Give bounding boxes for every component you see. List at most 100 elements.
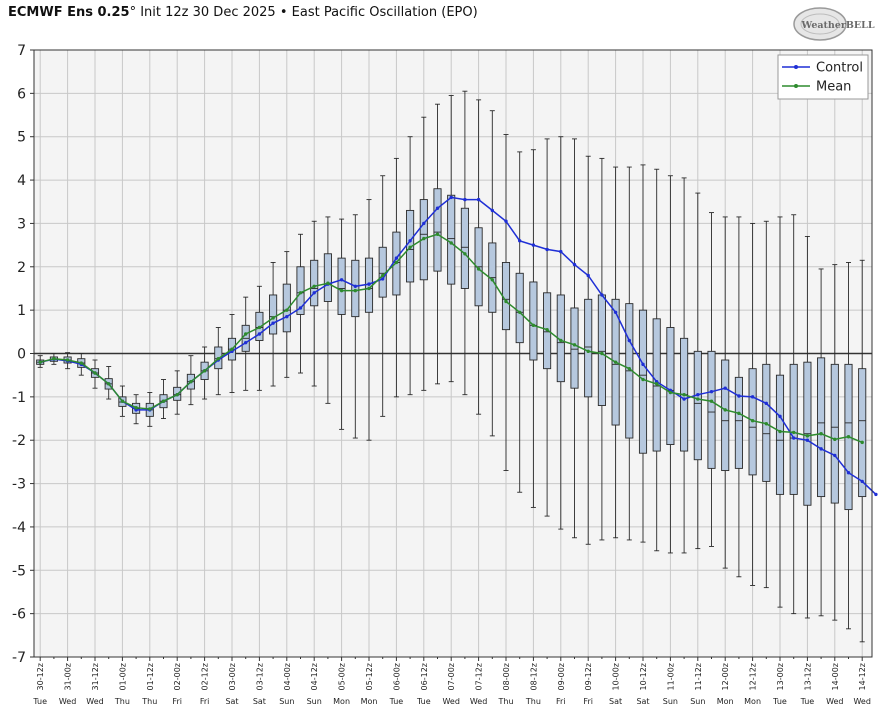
mean-point — [586, 349, 590, 354]
control-point — [394, 256, 399, 260]
ensemble-box — [734, 216, 743, 578]
title-degree: ° — [129, 5, 137, 20]
mean-point — [819, 432, 823, 436]
x-tick-label: 10-12z — [639, 663, 648, 690]
x-day-label: Wed — [86, 697, 103, 706]
ensemble-box — [474, 99, 483, 415]
box-iqr — [597, 294, 606, 406]
control-point — [600, 293, 604, 297]
box-iqr — [433, 188, 442, 272]
box-iqr — [515, 272, 524, 344]
box-iqr — [310, 259, 319, 307]
x-tick-label: 14-12z — [858, 663, 867, 690]
x-tick-label: 09-12z — [584, 663, 593, 690]
mean-point — [792, 430, 796, 435]
mean-point — [339, 288, 344, 293]
mean-point — [230, 347, 234, 351]
x-day-label: Sun — [307, 697, 322, 706]
box-iqr — [337, 257, 346, 315]
x-day-label: Sun — [690, 697, 705, 706]
x-tick-label: 01-00z — [118, 663, 127, 690]
ensemble-box — [789, 214, 798, 615]
x-tick-label: 09-00z — [557, 663, 566, 690]
control-point — [490, 208, 494, 213]
ensemble-box — [638, 164, 648, 543]
control-point — [285, 314, 289, 319]
mean-point — [833, 437, 837, 442]
y-tick-label: -6 — [12, 607, 26, 623]
box-iqr — [666, 327, 675, 446]
ensemble-box — [693, 192, 702, 550]
title-index: East Pacific Oscillation (EPO) — [291, 5, 478, 20]
mean-point — [627, 366, 631, 371]
logo-text: WeatherBELL — [800, 20, 874, 31]
y-tick-label: 0 — [17, 347, 26, 363]
control-point — [696, 392, 700, 397]
x-day-label: Thu — [114, 697, 130, 706]
mean-point — [463, 252, 467, 256]
ensemble-box — [858, 259, 867, 643]
ensemble-box — [515, 151, 524, 493]
y-tick-label: 2 — [17, 260, 26, 276]
ensemble-box — [830, 264, 839, 621]
y-tick-label: 4 — [17, 173, 26, 189]
x-day-label: Tue — [389, 697, 404, 706]
x-tick-label: 04-12z — [310, 663, 319, 690]
plot-frame — [33, 49, 873, 658]
x-tick-label: 12-12z — [749, 663, 758, 690]
x-day-label: Mon — [717, 697, 734, 706]
mean-point — [449, 241, 453, 245]
control-point — [476, 197, 481, 202]
control-point — [545, 247, 549, 252]
x-day-label: Tue — [772, 697, 787, 706]
ensemble-box — [447, 95, 456, 383]
control-point — [504, 219, 508, 223]
ensemble-box — [337, 218, 346, 430]
mean-point — [696, 397, 700, 401]
mean-point — [381, 273, 385, 278]
control-point — [805, 438, 810, 442]
legend-mean-label: Mean — [816, 80, 851, 95]
x-tick-label: 12-00z — [721, 663, 730, 690]
mean-point — [750, 419, 755, 423]
y-tick-label: 5 — [17, 130, 26, 146]
x-day-label: Tue — [416, 697, 431, 706]
box-iqr — [858, 368, 867, 498]
x-tick-label: 31-00z — [64, 663, 73, 690]
ensemble-box — [666, 175, 675, 554]
title-model: ECMWF Ens 0.25 — [8, 5, 130, 20]
box-iqr — [351, 259, 360, 318]
mean-point — [285, 308, 289, 312]
control-point — [381, 277, 385, 281]
control-point — [559, 249, 563, 254]
x-day-label: Thu — [141, 697, 157, 706]
x-day-label: Wed — [442, 697, 459, 706]
control-point — [339, 278, 344, 282]
mean-point — [79, 361, 84, 365]
ensemble-box — [707, 212, 716, 547]
legend: Control Mean — [777, 54, 869, 100]
mean-point — [737, 411, 741, 416]
mean-point — [408, 245, 412, 249]
y-tick-label: -1 — [12, 390, 26, 406]
control-point — [750, 395, 755, 399]
mean-point — [668, 390, 673, 395]
box-iqr — [721, 359, 730, 472]
x-day-label: Sat — [253, 697, 266, 706]
mean-point — [107, 382, 111, 386]
mean-point — [805, 434, 810, 438]
legend-box — [777, 54, 869, 100]
control-point — [641, 362, 645, 367]
x-day-label: Wed — [59, 697, 76, 706]
mean-point — [655, 382, 659, 386]
x-tick-label: 06-12z — [420, 663, 429, 690]
x-day-label: Sun — [279, 697, 294, 706]
control-point — [819, 447, 823, 451]
x-day-label: Wed — [853, 697, 870, 706]
control-point — [312, 291, 316, 295]
control-point — [353, 284, 357, 288]
mean-point — [764, 422, 768, 426]
mean-point — [93, 371, 97, 375]
x-tick-label: 02-00z — [173, 663, 182, 690]
